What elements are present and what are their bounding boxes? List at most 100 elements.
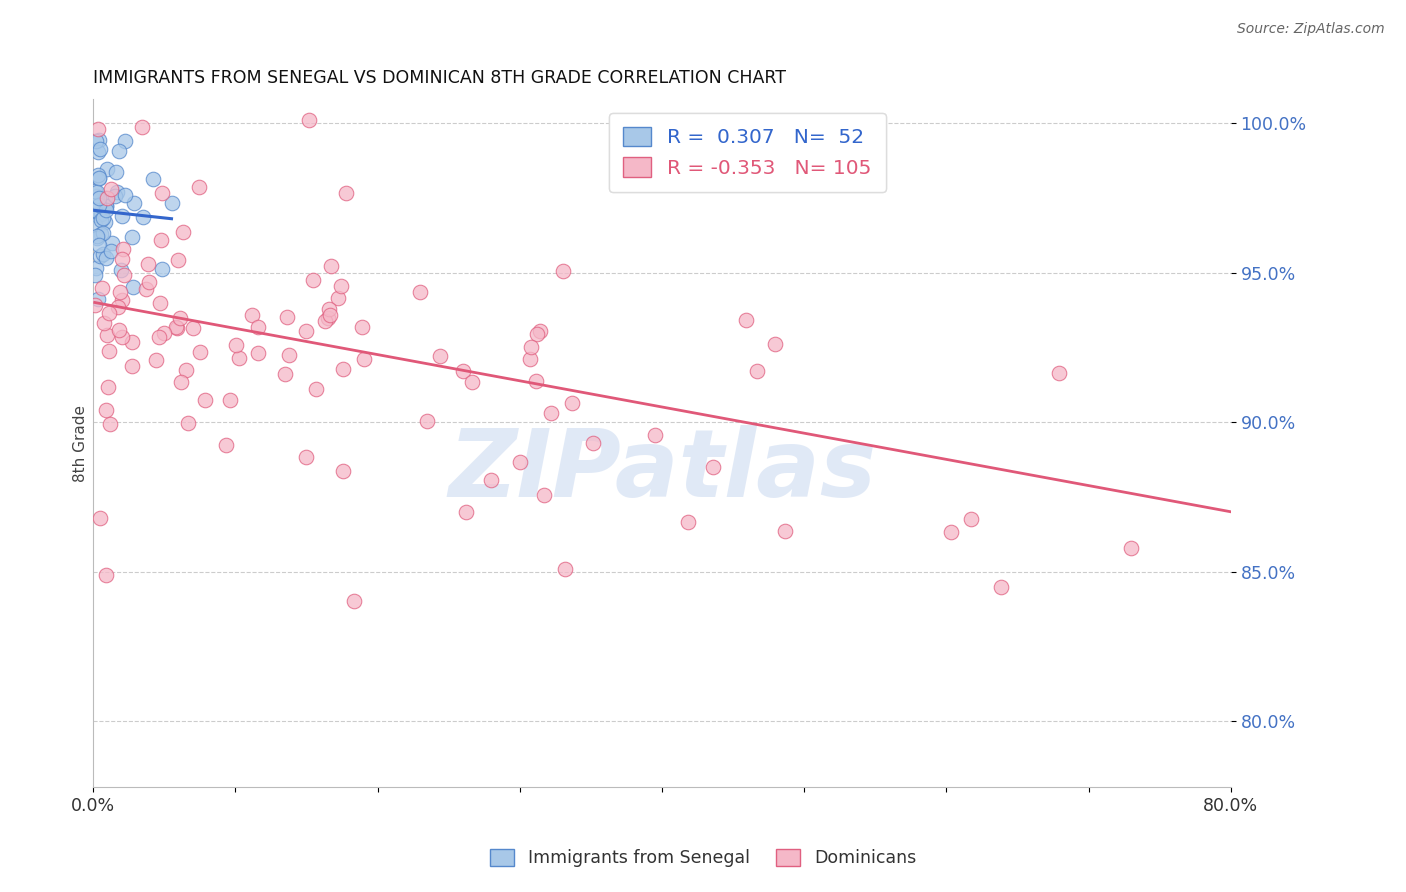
Point xyxy=(111,242,134,256)
Point xyxy=(188,345,211,359)
Point xyxy=(96,162,118,177)
Point xyxy=(87,122,110,136)
Point xyxy=(520,341,543,355)
Point xyxy=(165,319,187,334)
Point xyxy=(352,320,374,334)
Point xyxy=(93,316,115,330)
Point xyxy=(91,211,114,225)
Point xyxy=(108,145,131,159)
Point xyxy=(90,280,112,294)
Point xyxy=(990,581,1012,595)
Point xyxy=(121,230,143,244)
Point xyxy=(332,464,354,478)
Point xyxy=(318,302,340,317)
Point xyxy=(246,319,269,334)
Point xyxy=(150,262,173,277)
Point xyxy=(276,310,298,324)
Point xyxy=(100,244,122,258)
Point xyxy=(94,202,117,217)
Point xyxy=(181,321,204,335)
Point xyxy=(87,145,110,159)
Point xyxy=(124,196,146,211)
Point xyxy=(188,180,211,194)
Point xyxy=(108,323,131,337)
Point xyxy=(735,313,758,327)
Point xyxy=(540,406,562,420)
Point xyxy=(763,337,786,351)
Point xyxy=(319,259,342,273)
Point xyxy=(1121,541,1143,556)
Point xyxy=(121,359,143,373)
Point xyxy=(554,562,576,576)
Point xyxy=(107,301,129,315)
Point xyxy=(150,186,173,200)
Point xyxy=(274,367,297,381)
Point xyxy=(114,134,136,148)
Point xyxy=(676,516,699,530)
Point xyxy=(84,134,107,148)
Point xyxy=(86,185,108,199)
Point xyxy=(87,198,110,212)
Point xyxy=(702,459,724,474)
Point xyxy=(114,187,136,202)
Point xyxy=(214,438,236,452)
Point xyxy=(177,417,200,431)
Point xyxy=(277,347,299,361)
Point xyxy=(132,210,155,224)
Point xyxy=(509,455,531,469)
Point xyxy=(111,252,134,267)
Point xyxy=(98,417,121,432)
Text: IMMIGRANTS FROM SENEGAL VS DOMINICAN 8TH GRADE CORRELATION CHART: IMMIGRANTS FROM SENEGAL VS DOMINICAN 8TH… xyxy=(93,69,786,87)
Point xyxy=(84,261,107,276)
Point xyxy=(101,235,124,250)
Point xyxy=(97,306,120,320)
Point xyxy=(86,231,108,245)
Point xyxy=(89,250,111,264)
Point xyxy=(83,298,105,312)
Point xyxy=(149,296,172,310)
Text: ZIPatlas: ZIPatlas xyxy=(449,425,876,516)
Point xyxy=(194,392,217,407)
Point xyxy=(456,505,478,519)
Point xyxy=(110,262,132,277)
Point xyxy=(94,251,117,265)
Point xyxy=(94,402,117,417)
Point xyxy=(87,170,110,185)
Point xyxy=(94,199,117,213)
Point xyxy=(416,414,439,428)
Point xyxy=(302,272,325,286)
Point xyxy=(172,226,194,240)
Point xyxy=(330,278,353,293)
Point xyxy=(343,594,366,608)
Point xyxy=(240,308,263,322)
Point xyxy=(529,325,551,339)
Point xyxy=(90,207,112,221)
Legend: Immigrants from Senegal, Dominicans: Immigrants from Senegal, Dominicans xyxy=(482,842,924,874)
Point xyxy=(121,279,143,293)
Point xyxy=(96,199,118,213)
Point xyxy=(218,392,240,407)
Point xyxy=(94,215,117,229)
Point xyxy=(295,450,318,464)
Point xyxy=(561,396,583,410)
Point xyxy=(150,233,173,247)
Point xyxy=(319,309,342,323)
Point xyxy=(108,285,131,300)
Point xyxy=(939,524,962,539)
Point xyxy=(91,227,114,241)
Point xyxy=(87,191,110,205)
Point xyxy=(84,185,107,199)
Point xyxy=(83,218,105,232)
Point xyxy=(295,324,318,338)
Point xyxy=(145,353,167,368)
Point xyxy=(100,182,122,196)
Point xyxy=(104,189,127,203)
Y-axis label: 8th Grade: 8th Grade xyxy=(73,404,87,482)
Point xyxy=(111,293,134,307)
Point xyxy=(131,120,153,135)
Point xyxy=(773,524,796,538)
Point xyxy=(87,292,110,306)
Point xyxy=(553,263,575,277)
Point xyxy=(135,282,157,296)
Point xyxy=(533,488,555,502)
